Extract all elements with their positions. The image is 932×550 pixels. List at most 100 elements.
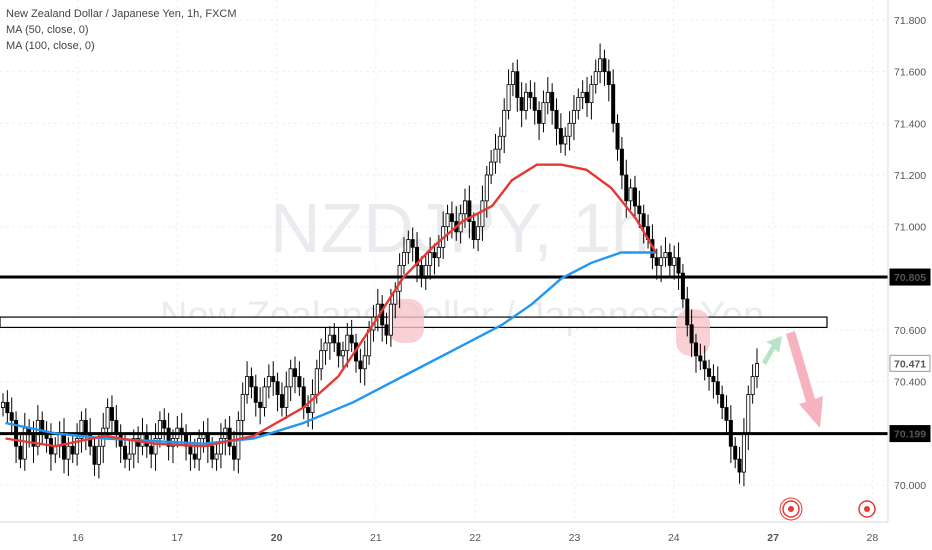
candle-body [589, 84, 594, 104]
candle-body [401, 252, 406, 266]
candle-body [288, 368, 293, 388]
candle-body [558, 128, 563, 145]
candle-body [611, 84, 616, 124]
candle-body [519, 97, 524, 111]
candle-body [96, 445, 101, 465]
candle-body [5, 401, 10, 414]
price-label-box [889, 268, 931, 286]
candle-body [336, 342, 341, 357]
candle-body [755, 363, 760, 377]
candle-body [279, 394, 284, 408]
candle-body [615, 122, 620, 150]
candle-body [471, 221, 476, 240]
candle-body [632, 187, 637, 207]
candle-body [231, 445, 236, 460]
price-tick-label: 71.400 [894, 118, 926, 130]
candle-body [262, 386, 267, 408]
candle-body [31, 432, 36, 447]
price-tick-label: 70.600 [894, 325, 926, 337]
candle-body [197, 438, 202, 460]
candle-body [275, 381, 280, 395]
candle-body [214, 453, 219, 460]
candle-body [157, 420, 162, 439]
candle-body [192, 453, 197, 460]
down-arrow [786, 331, 823, 428]
price-tick-label: 70.000 [894, 480, 926, 492]
candle-body [541, 102, 546, 124]
candle-body [310, 394, 315, 414]
candle-body [92, 445, 97, 465]
candle-body [676, 257, 681, 274]
candle-body [711, 376, 716, 383]
alerts[interactable] [779, 497, 876, 521]
horizontal-lines[interactable] [0, 275, 888, 436]
candle-body [218, 438, 223, 455]
candle-body [415, 246, 420, 266]
candle-body [314, 368, 319, 395]
candle-body [301, 386, 306, 408]
legend-ma100[interactable]: MA (100, close, 0) [6, 40, 95, 52]
candle-body [563, 135, 568, 145]
time-tick-label: 24 [668, 532, 680, 544]
candle-body [628, 187, 633, 202]
candle-body [497, 135, 502, 150]
candle-body [593, 71, 598, 85]
candle-body [127, 453, 132, 460]
candle-body [576, 97, 581, 111]
candle-body [0, 401, 6, 408]
ma50-line [5, 163, 657, 448]
candle-body [388, 303, 393, 336]
candle-body [284, 386, 289, 408]
candle-body [306, 407, 311, 414]
candle-body [476, 226, 481, 240]
candle-body [258, 401, 263, 408]
candle-body [537, 110, 542, 124]
time-tick-label: 20 [271, 532, 283, 544]
candle-body [580, 91, 585, 98]
candle-body [131, 438, 136, 455]
candle-body [436, 246, 441, 259]
candle-body [227, 427, 232, 447]
candle-body [245, 376, 250, 395]
candle-body [70, 445, 75, 455]
candle-body [707, 368, 712, 377]
candle-body [667, 252, 672, 266]
candle-body [79, 420, 84, 439]
legend-ma50[interactable]: MA (50, close, 0) [6, 24, 89, 36]
candle-body [672, 257, 677, 266]
legend-symbol[interactable]: New Zealand Dollar / Japanese Yen, 1h, F… [6, 8, 237, 20]
candle-body [109, 407, 114, 421]
candle-body [340, 350, 345, 357]
watermark-name: New Zealand Dollar / Japanese Yen [160, 295, 764, 337]
candle-body [750, 376, 755, 395]
candle-body [249, 376, 254, 388]
candle-body [637, 205, 642, 215]
candle-body [449, 213, 454, 222]
price-label-text: 70.471 [894, 358, 926, 370]
alert-outer-ring [779, 497, 803, 521]
projection-arrows[interactable] [762, 331, 823, 428]
highlight-left [388, 299, 424, 343]
candle-body [619, 148, 624, 176]
candle-body [266, 376, 271, 388]
alert-icon [858, 500, 876, 518]
candle-body [406, 239, 411, 253]
price-label-text: 70.805 [894, 272, 926, 284]
candle-body [571, 110, 576, 124]
candle-body [432, 252, 437, 259]
alert-dot [788, 506, 794, 512]
up-arrow [762, 336, 782, 365]
price-label-box [889, 354, 931, 372]
candle-body [524, 91, 529, 111]
candle-body [445, 213, 450, 228]
candle-body [271, 376, 276, 383]
candle-body [253, 386, 258, 403]
candle-body [659, 257, 664, 266]
candle-body [489, 161, 494, 176]
time-tick-label: 28 [867, 532, 879, 544]
candle-body [737, 458, 742, 473]
candle-body [724, 407, 729, 421]
price-tick-label: 71.000 [894, 222, 926, 234]
candle-body [384, 324, 389, 336]
